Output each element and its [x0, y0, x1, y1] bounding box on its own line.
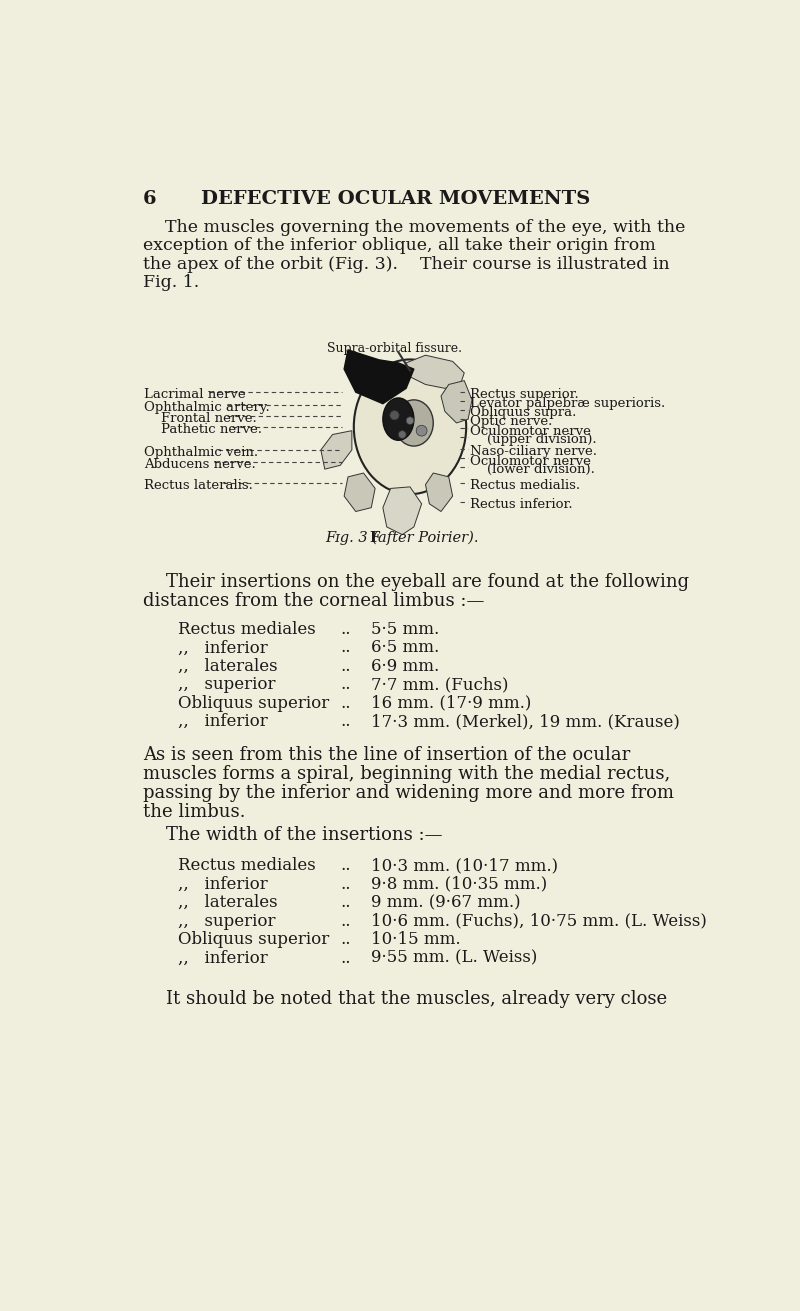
Text: Rectus medialis.: Rectus medialis.	[470, 480, 580, 492]
Text: 6: 6	[142, 190, 156, 207]
Text: 16 mm. (17·9 mm.): 16 mm. (17·9 mm.)	[371, 695, 532, 712]
Text: distances from the corneal limbus :—: distances from the corneal limbus :—	[142, 593, 484, 611]
Text: Obliquus superior: Obliquus superior	[178, 695, 329, 712]
Text: ..: ..	[340, 658, 350, 675]
Text: Rectus mediales: Rectus mediales	[178, 621, 315, 638]
Circle shape	[398, 431, 406, 438]
Text: ,,   superior: ,, superior	[178, 912, 275, 929]
Text: 9 mm. (9·67 mm.): 9 mm. (9·67 mm.)	[371, 894, 521, 911]
Text: Oculomotor nerve: Oculomotor nerve	[470, 425, 590, 438]
Text: ,,   laterales: ,, laterales	[178, 894, 277, 911]
Polygon shape	[441, 380, 472, 423]
Text: ..: ..	[340, 894, 350, 911]
Text: 7·7 mm. (Fuchs): 7·7 mm. (Fuchs)	[371, 676, 509, 694]
Text: exception of the inferior oblique, all take their origin from: exception of the inferior oblique, all t…	[142, 237, 655, 254]
Text: As is seen from this the line of insertion of the ocular: As is seen from this the line of inserti…	[142, 746, 630, 763]
Text: (upper division).: (upper division).	[470, 433, 596, 446]
Ellipse shape	[383, 399, 414, 440]
Text: The width of the insertions :—: The width of the insertions :—	[142, 826, 442, 844]
Text: Rectus superior.: Rectus superior.	[470, 388, 578, 401]
Ellipse shape	[394, 400, 434, 446]
Text: ..: ..	[340, 912, 350, 929]
Text: It should be noted that the muscles, already very close: It should be noted that the muscles, alr…	[142, 990, 666, 1008]
Text: Naso-ciliary nerve.: Naso-ciliary nerve.	[470, 446, 597, 459]
Text: 5·5 mm.: 5·5 mm.	[371, 621, 439, 638]
Text: Ophthalmic vein.: Ophthalmic vein.	[144, 446, 258, 459]
Polygon shape	[344, 473, 375, 511]
Text: 10·6 mm. (Fuchs), 10·75 mm. (L. Weiss): 10·6 mm. (Fuchs), 10·75 mm. (L. Weiss)	[371, 912, 707, 929]
Text: 6·5 mm.: 6·5 mm.	[371, 640, 439, 657]
Text: ..: ..	[340, 857, 350, 874]
Text: Oculomotor nerve: Oculomotor nerve	[470, 455, 590, 468]
Text: ,,   laterales: ,, laterales	[178, 658, 277, 675]
Text: 6·9 mm.: 6·9 mm.	[371, 658, 439, 675]
Text: 17·3 mm. (Merkel), 19 mm. (Krause): 17·3 mm. (Merkel), 19 mm. (Krause)	[371, 713, 680, 730]
Text: 10·3 mm. (10·17 mm.): 10·3 mm. (10·17 mm.)	[371, 857, 558, 874]
Text: ,,   inferior: ,, inferior	[178, 640, 267, 657]
Text: (lower division).: (lower division).	[470, 463, 594, 476]
Text: the limbus.: the limbus.	[142, 804, 245, 822]
Text: Rectus mediales: Rectus mediales	[178, 857, 315, 874]
Text: Frontal nerve.: Frontal nerve.	[144, 412, 257, 425]
Circle shape	[390, 410, 399, 420]
Text: Their insertions on the eyeball are found at the following: Their insertions on the eyeball are foun…	[142, 573, 689, 591]
Polygon shape	[344, 350, 414, 404]
Text: Supra-orbital fissure.: Supra-orbital fissure.	[327, 342, 462, 355]
Text: Levator palpebræ superioris.: Levator palpebræ superioris.	[470, 397, 665, 410]
Text: ,,   inferior: ,, inferior	[178, 713, 267, 730]
Text: Fɪg. 3 (after Poirier).: Fɪg. 3 (after Poirier).	[326, 531, 479, 545]
Polygon shape	[321, 431, 352, 469]
Text: DEFECTIVE OCULAR MOVEMENTS: DEFECTIVE OCULAR MOVEMENTS	[201, 190, 590, 207]
Text: Lacrimal nerve: Lacrimal nerve	[144, 388, 246, 401]
Text: passing by the inferior and widening more and more from: passing by the inferior and widening mor…	[142, 784, 674, 802]
Text: Obliquus superior: Obliquus superior	[178, 931, 329, 948]
Circle shape	[416, 425, 427, 437]
Text: ..: ..	[340, 931, 350, 948]
Text: Pathetic nerve.: Pathetic nerve.	[144, 423, 262, 437]
Text: ..: ..	[340, 640, 350, 657]
Text: Optic nerve.: Optic nerve.	[470, 416, 552, 429]
Text: Fig. 1.: Fig. 1.	[142, 274, 199, 291]
Text: 9·55 mm. (L. Weiss): 9·55 mm. (L. Weiss)	[371, 949, 538, 966]
Text: ..: ..	[340, 876, 350, 893]
Text: ..: ..	[340, 713, 350, 730]
Text: 9·8 mm. (10·35 mm.): 9·8 mm. (10·35 mm.)	[371, 876, 547, 893]
Text: 10·15 mm.: 10·15 mm.	[371, 931, 461, 948]
Ellipse shape	[354, 359, 466, 494]
Polygon shape	[406, 355, 464, 388]
Text: ..: ..	[340, 676, 350, 694]
Text: ,,   superior: ,, superior	[178, 676, 275, 694]
Polygon shape	[383, 486, 422, 535]
Text: The muscles governing the movements of the eye, with the: The muscles governing the movements of t…	[142, 219, 685, 236]
Text: Abducens nerve.: Abducens nerve.	[144, 459, 256, 472]
Text: Ophthalmic artery.: Ophthalmic artery.	[144, 401, 270, 414]
Text: ,,   inferior: ,, inferior	[178, 876, 267, 893]
Text: Obliquus supra.: Obliquus supra.	[470, 406, 576, 420]
Text: Rectus lateralis.: Rectus lateralis.	[144, 480, 253, 492]
Text: ..: ..	[340, 695, 350, 712]
Text: Rectus inferior.: Rectus inferior.	[470, 498, 572, 511]
Text: ,,   inferior: ,, inferior	[178, 949, 267, 966]
Text: ..: ..	[340, 949, 350, 966]
Text: ..: ..	[340, 621, 350, 638]
Text: muscles forms a spiral, beginning with the medial rectus,: muscles forms a spiral, beginning with t…	[142, 764, 670, 783]
Circle shape	[406, 417, 414, 425]
Polygon shape	[426, 473, 453, 511]
Text: F: F	[370, 531, 380, 545]
Text: the apex of the orbit (Fig. 3).    Their course is illustrated in: the apex of the orbit (Fig. 3). Their co…	[142, 256, 670, 273]
